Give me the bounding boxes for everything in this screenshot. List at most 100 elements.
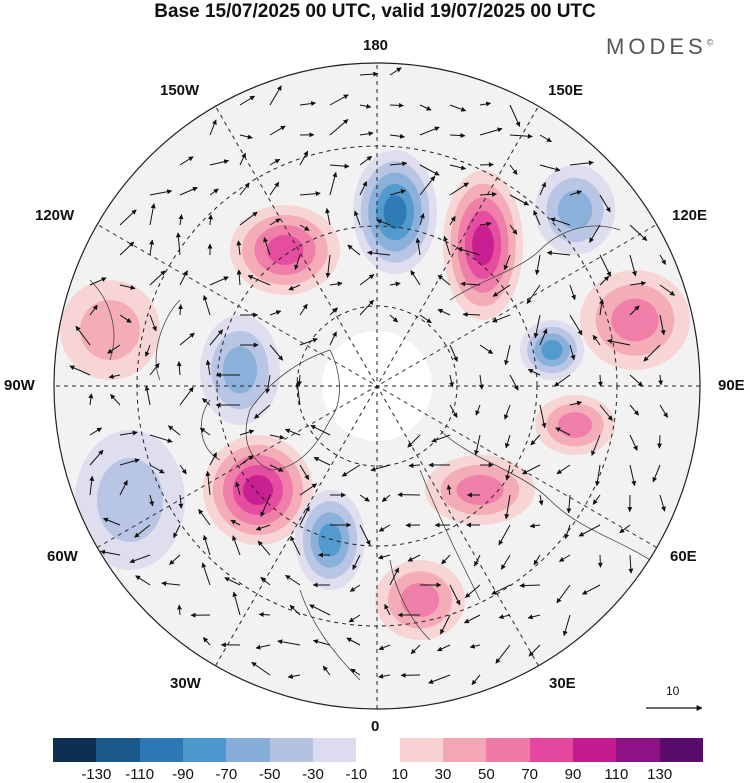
wind-arrow	[449, 344, 458, 362]
wind-arrow	[119, 284, 136, 290]
wind-arrow	[205, 359, 211, 376]
wind-arrow	[526, 284, 541, 305]
wind-arrow	[539, 181, 546, 196]
vector-scale-label: 10	[666, 684, 680, 698]
wind-arrow	[530, 434, 541, 446]
wind-arrow	[629, 374, 643, 387]
wind-arrow	[230, 519, 241, 526]
anomaly-central-asia-low	[520, 320, 584, 380]
wind-arrow	[102, 517, 121, 526]
wind-arrow	[254, 404, 271, 419]
wind-arrow	[553, 374, 571, 387]
wind-arrow	[495, 644, 511, 664]
colorbar-swatch	[312, 738, 357, 762]
wind-arrow	[539, 134, 552, 143]
wind-arrow	[359, 155, 373, 166]
wind-arrow	[449, 374, 455, 388]
meridian-line	[97, 224, 657, 548]
wind-vectors	[69, 67, 676, 686]
wind-arrow	[179, 386, 194, 406]
wind-arrow	[566, 494, 572, 514]
wind-arrow	[569, 314, 583, 336]
colorbar-swatch	[399, 738, 443, 762]
colorbar-tick-label: -50	[258, 766, 281, 783]
wind-arrow	[265, 374, 271, 394]
wind-arrow	[659, 254, 667, 265]
wind-arrow	[569, 344, 576, 361]
wind-arrow	[378, 524, 391, 532]
wind-arrow	[329, 94, 349, 106]
wind-arrow	[367, 250, 391, 256]
wind-arrow	[255, 644, 271, 650]
wind-arrow	[469, 643, 481, 649]
wind-arrow	[149, 270, 166, 286]
wind-arrow	[389, 189, 406, 196]
wind-arrow	[202, 637, 211, 646]
wind-arrow	[492, 314, 511, 323]
wind-arrow	[208, 214, 214, 226]
wind-arrow	[428, 674, 451, 684]
colorbar-tick-label: -30	[302, 766, 324, 783]
wind-arrow	[239, 455, 254, 466]
wind-arrow	[329, 307, 338, 316]
wind-arrow	[533, 314, 541, 339]
lon-label-30w: 30W	[170, 675, 201, 692]
wind-arrow	[479, 344, 494, 355]
wind-arrow	[178, 214, 184, 226]
anomaly-greenland-low	[295, 490, 365, 590]
wind-arrow	[359, 103, 372, 109]
wind-arrow	[569, 190, 582, 196]
wind-arrow	[239, 134, 253, 140]
wind-arrow	[119, 314, 132, 323]
lon-label-150w: 150W	[160, 82, 200, 99]
wind-arrow	[257, 540, 271, 556]
wind-arrow	[378, 644, 391, 651]
wind-arrow	[556, 584, 571, 604]
wind-arrow	[592, 494, 601, 505]
wind-arrow	[299, 303, 308, 316]
wind-arrow	[474, 434, 481, 456]
anomaly-bering-high	[443, 170, 523, 320]
wind-arrow	[556, 464, 571, 475]
wind-arrow	[149, 434, 173, 443]
anomaly-hudson-low	[200, 315, 280, 425]
wind-arrow	[149, 464, 165, 474]
wind-arrow	[110, 394, 121, 406]
wind-arrow	[384, 603, 391, 616]
wind-arrow	[247, 275, 271, 286]
wind-arrow	[329, 331, 337, 346]
wind-arrow	[161, 581, 181, 587]
wind-arrow	[629, 305, 640, 316]
wind-arrow	[589, 224, 601, 243]
colorbar	[53, 738, 703, 762]
wind-arrow	[376, 219, 391, 226]
wind-arrow	[179, 464, 187, 475]
wind-arrow	[592, 334, 601, 346]
wind-arrow	[629, 224, 648, 241]
wind-arrow	[100, 549, 121, 556]
wind-arrow	[410, 644, 421, 655]
anomaly-europe-high	[375, 560, 465, 640]
wind-arrow	[659, 494, 666, 512]
wind-arrow	[509, 224, 518, 235]
wind-arrow	[269, 181, 280, 196]
wind-arrow	[313, 456, 331, 466]
wind-arrow	[258, 612, 271, 618]
wind-arrow	[295, 381, 301, 406]
colorbar-swatch	[659, 738, 703, 762]
wind-arrow	[299, 337, 318, 346]
wind-arrow	[443, 235, 451, 256]
wind-arrow	[224, 577, 241, 586]
wind-arrow	[312, 639, 331, 646]
wind-arrow	[209, 276, 229, 286]
wind-arrow	[263, 237, 271, 256]
wind-arrow	[359, 131, 374, 137]
wind-arrow	[269, 310, 282, 316]
wind-arrow	[449, 404, 458, 418]
wind-arrow	[419, 314, 432, 324]
wind-arrow	[504, 434, 511, 449]
wind-arrow	[643, 344, 661, 362]
wind-arrow	[503, 254, 511, 271]
wind-arrow	[509, 133, 533, 139]
wind-arrow	[407, 434, 421, 448]
